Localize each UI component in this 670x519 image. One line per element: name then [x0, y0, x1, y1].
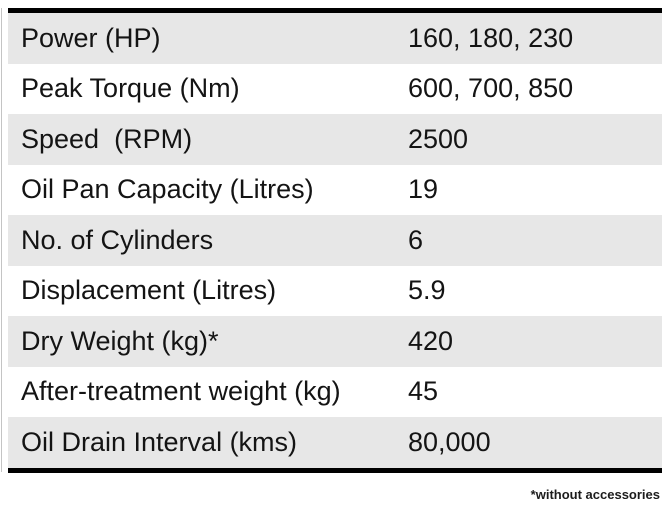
- table-row: Power (HP) 160, 180, 230: [8, 13, 662, 64]
- left-edge-line: [1, 8, 2, 472]
- table-row: After-treatment weight (kg) 45: [8, 366, 662, 417]
- table-row: No. of Cylinders 6: [8, 215, 662, 266]
- spec-value: 420: [408, 325, 454, 356]
- footnote: *without accessories: [530, 487, 660, 502]
- table-row: Peak Torque (Nm) 600, 700, 850: [8, 63, 662, 114]
- table-row: Dry Weight (kg)* 420: [8, 316, 662, 367]
- spec-value: 6: [408, 224, 424, 255]
- spec-label: Oil Pan Capacity (Litres): [21, 174, 314, 205]
- spec-table: Power (HP) 160, 180, 230 Peak Torque (Nm…: [8, 8, 662, 473]
- table-row: Displacement (Litres) 5.9: [8, 265, 662, 316]
- spec-label: After-treatment weight (kg): [21, 376, 341, 407]
- spec-label: Peak Torque (Nm): [21, 73, 240, 104]
- spec-label: No. of Cylinders: [21, 224, 214, 255]
- spec-label: Oil Drain Interval (kms): [21, 426, 298, 457]
- spec-label: Speed (RPM): [21, 123, 193, 154]
- spec-value: 5.9: [408, 275, 446, 306]
- spec-value: 600, 700, 850: [408, 73, 574, 104]
- table-row: Oil Pan Capacity (Litres) 19: [8, 164, 662, 215]
- spec-value: 160, 180, 230: [408, 22, 574, 53]
- spec-label: Power (HP): [21, 22, 161, 53]
- spec-label: Displacement (Litres): [21, 275, 277, 306]
- table-row: Oil Drain Interval (kms) 80,000: [8, 417, 662, 468]
- spec-label: Dry Weight (kg)*: [21, 325, 219, 356]
- spec-value: 45: [408, 376, 439, 407]
- spec-value: 2500: [408, 123, 469, 154]
- spec-value: 19: [408, 174, 439, 205]
- table-row: Speed (RPM) 2500: [8, 114, 662, 165]
- spec-value: 80,000: [408, 426, 491, 457]
